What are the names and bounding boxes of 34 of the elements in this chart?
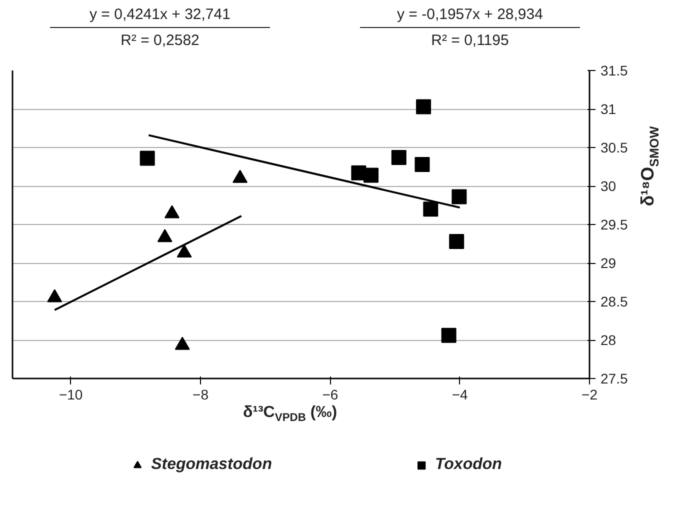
point (174, 336, 190, 350)
y-tick-label: 29.5 (600, 216, 628, 232)
text: R² = 0,2582 (120, 31, 200, 52)
y-tick-label: 28 (600, 332, 616, 348)
point (364, 168, 379, 183)
x-tick-label: −8 (192, 386, 209, 402)
y-tick-label: 30.5 (600, 140, 628, 156)
x-tick-label: −2 (582, 386, 598, 402)
y-tick-label: 30 (600, 178, 616, 194)
x-tick-label: −6 (322, 386, 338, 402)
legend-label: Toxodon (434, 456, 502, 474)
x-tick-label: −10 (58, 386, 83, 402)
point (176, 244, 192, 258)
y-tick-label: 27.5 (600, 370, 628, 386)
y-tick-label: 29 (600, 255, 616, 271)
y-tick-label: 28.5 (600, 294, 628, 310)
point (423, 202, 438, 217)
text: R² = 0,1195 (430, 31, 510, 52)
point (47, 289, 62, 302)
point (157, 229, 172, 242)
point (391, 150, 406, 166)
y-tick-label: 31.5 (600, 62, 628, 78)
legend-label: Stegomastodon (151, 456, 272, 474)
point (452, 189, 467, 204)
point (414, 156, 430, 172)
point (449, 234, 464, 249)
text: y = 0,4241x + 32,741 (50, 4, 270, 28)
x-tick-label: −4 (452, 386, 468, 402)
point (140, 150, 155, 166)
point (416, 99, 432, 114)
x-axis-title: δ¹³C$_{VPDB}$ (‰) (242, 403, 338, 426)
text: y = -0,1957x + 28,934 (360, 4, 580, 28)
point (164, 205, 180, 218)
y-tick-label: 31 (600, 101, 616, 117)
